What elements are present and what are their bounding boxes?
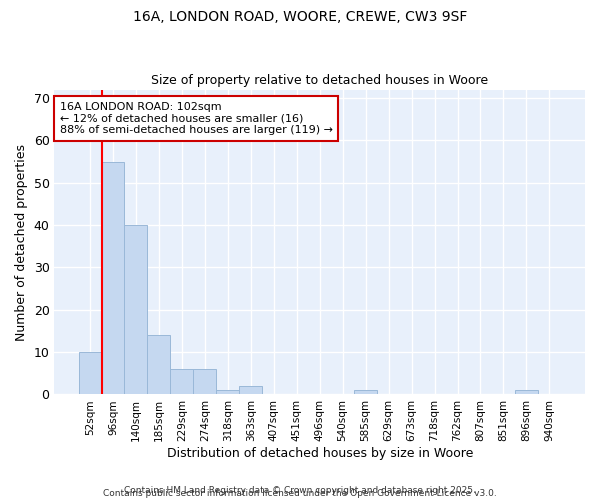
Text: 16A, LONDON ROAD, WOORE, CREWE, CW3 9SF: 16A, LONDON ROAD, WOORE, CREWE, CW3 9SF: [133, 10, 467, 24]
Title: Size of property relative to detached houses in Woore: Size of property relative to detached ho…: [151, 74, 488, 87]
Bar: [239, 386, 262, 394]
Bar: [79, 352, 101, 395]
Bar: [354, 390, 377, 394]
Bar: [148, 335, 170, 394]
Y-axis label: Number of detached properties: Number of detached properties: [15, 144, 28, 340]
X-axis label: Distribution of detached houses by size in Woore: Distribution of detached houses by size …: [167, 447, 473, 460]
Text: 16A LONDON ROAD: 102sqm
← 12% of detached houses are smaller (16)
88% of semi-de: 16A LONDON ROAD: 102sqm ← 12% of detache…: [60, 102, 333, 135]
Bar: [217, 390, 239, 394]
Bar: [101, 162, 124, 394]
Bar: [124, 225, 148, 394]
Bar: [170, 369, 193, 394]
Bar: [515, 390, 538, 394]
Text: Contains HM Land Registry data © Crown copyright and database right 2025.: Contains HM Land Registry data © Crown c…: [124, 486, 476, 495]
Text: Contains public sector information licensed under the Open Government Licence v3: Contains public sector information licen…: [103, 488, 497, 498]
Bar: [193, 369, 217, 394]
